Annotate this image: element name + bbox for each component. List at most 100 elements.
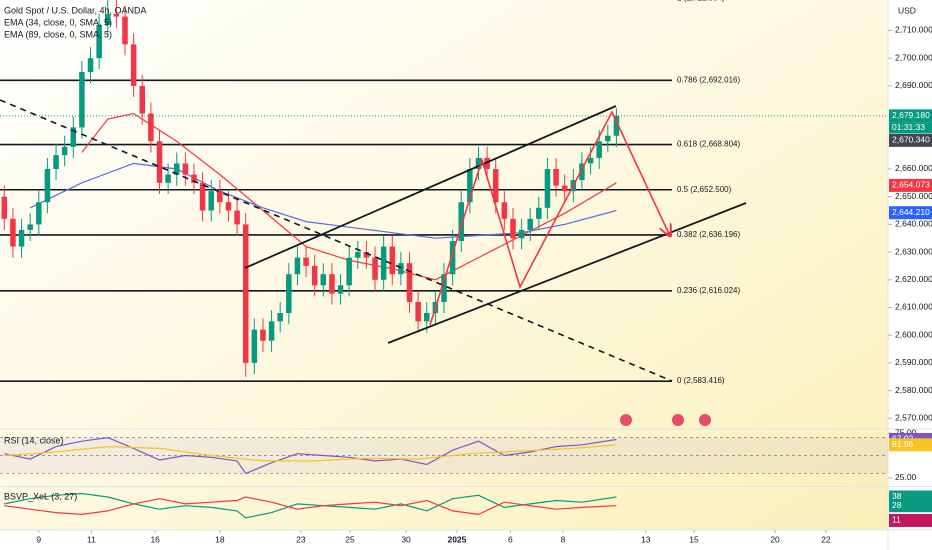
candle-body bbox=[199, 182, 206, 211]
candle-body bbox=[596, 141, 602, 158]
candle-body bbox=[303, 257, 309, 266]
y-tick-label: 2,590.000 bbox=[895, 357, 932, 367]
candle-body bbox=[173, 163, 180, 175]
candle-body bbox=[389, 246, 396, 275]
x-tick-label: 25 bbox=[345, 534, 355, 544]
price-tag bbox=[889, 109, 932, 123]
drawings bbox=[0, 99, 747, 426]
candle-body bbox=[27, 224, 33, 230]
x-tick-label: 8 bbox=[561, 534, 566, 544]
marks bbox=[0, 0, 888, 519]
candle-body bbox=[18, 229, 25, 247]
candle-body bbox=[130, 44, 137, 86]
candle-body bbox=[449, 241, 456, 275]
candle-body bbox=[70, 127, 77, 147]
price-tag-label: 2,670.340 bbox=[892, 135, 930, 145]
candle-body bbox=[320, 274, 327, 286]
series-line bbox=[4, 436, 617, 475]
candle-body bbox=[286, 274, 292, 314]
candle-body bbox=[225, 202, 232, 211]
candle-body bbox=[613, 115, 620, 136]
candle-body bbox=[518, 229, 525, 239]
price-tag bbox=[889, 206, 932, 220]
y-tick-label: 2,600.000 bbox=[895, 329, 932, 339]
fib-label: 1 (2,721.564) bbox=[677, 0, 725, 3]
candle-body bbox=[458, 202, 465, 242]
legend-entry: EMA (34, close, 0, SMA, 5) bbox=[4, 17, 112, 27]
candle-body bbox=[165, 174, 171, 183]
candle-body bbox=[441, 274, 447, 302]
price-axis bbox=[888, 0, 932, 550]
price-tag-label: 11 bbox=[892, 515, 901, 525]
event-icon[interactable] bbox=[672, 414, 684, 426]
y-tick-label: 2,580.000 bbox=[895, 385, 932, 395]
legend-entry: EMA (89, close, 0, SMA, 5) bbox=[4, 29, 112, 39]
candle-body bbox=[406, 263, 413, 302]
candle-body bbox=[346, 257, 352, 286]
price-tag bbox=[889, 513, 932, 527]
y-tick-label: 2,630.000 bbox=[895, 246, 932, 256]
countdown-box bbox=[889, 122, 932, 134]
price-tag-label: 61.96 bbox=[892, 439, 914, 449]
candle-body bbox=[605, 135, 611, 142]
candle-body bbox=[311, 265, 318, 286]
x-tick-label: 2025 bbox=[447, 534, 466, 544]
candle-body bbox=[492, 168, 499, 203]
symbol-title: Gold Spot / U.S. Dollar, 4h, OANDA bbox=[4, 5, 147, 15]
candle-body bbox=[415, 301, 421, 322]
candle-body bbox=[423, 313, 430, 322]
price-tag bbox=[889, 499, 932, 513]
candle-body bbox=[105, 13, 111, 25]
candle-body bbox=[148, 113, 154, 142]
y-tick-label: 2,690.000 bbox=[895, 80, 932, 90]
candle-body bbox=[113, 13, 120, 17]
candle-body bbox=[475, 157, 482, 169]
candle-body bbox=[398, 263, 404, 275]
candle-body bbox=[251, 329, 258, 363]
candle-body bbox=[561, 185, 568, 192]
candle-body bbox=[587, 157, 594, 164]
rsi-title: RSI (14, close) bbox=[4, 435, 64, 445]
candle-body bbox=[87, 58, 94, 73]
candle-body bbox=[553, 168, 559, 186]
x-tick-label: 30 bbox=[401, 534, 411, 544]
candle-body bbox=[61, 146, 68, 156]
x-tick-label: 16 bbox=[150, 534, 160, 544]
y-tick-label: 2,710.000 bbox=[895, 25, 932, 35]
y-tick-label: 2,610.000 bbox=[895, 302, 932, 312]
price-tag-label: 2,654.073 bbox=[892, 180, 930, 190]
candle-body bbox=[527, 218, 533, 230]
countdown: 01:31:33 bbox=[892, 122, 925, 132]
candle-body bbox=[544, 168, 551, 208]
candle-body bbox=[1, 196, 8, 219]
candle-body bbox=[36, 202, 42, 225]
x-tick-label: 22 bbox=[821, 534, 831, 544]
y-tick-label: 2,700.000 bbox=[895, 52, 932, 62]
fib-label: 0.382 (2,636.196) bbox=[677, 230, 740, 239]
event-icon[interactable] bbox=[620, 414, 632, 426]
candle-body bbox=[182, 163, 189, 175]
fib-label: 0.5 (2,652.500) bbox=[677, 185, 732, 194]
y-tick-label: 2,660.000 bbox=[895, 163, 932, 173]
candle-body bbox=[277, 313, 283, 322]
candle-body bbox=[510, 218, 516, 239]
x-tick-label: 20 bbox=[770, 534, 780, 544]
candle-body bbox=[294, 257, 301, 275]
candle-body bbox=[139, 85, 146, 114]
candle-body bbox=[10, 218, 16, 247]
candle-body bbox=[536, 207, 542, 219]
projection-path bbox=[429, 110, 670, 326]
candle-body bbox=[234, 210, 240, 225]
candle-body bbox=[337, 285, 344, 294]
x-tick-label: 15 bbox=[689, 534, 699, 544]
dashed-trendline bbox=[0, 99, 673, 382]
candle-body bbox=[44, 168, 51, 203]
fib-label: 0.236 (2,616.024) bbox=[677, 286, 740, 295]
candle-body bbox=[355, 252, 361, 258]
price-tag-label: 28 bbox=[892, 500, 902, 510]
channel-lower bbox=[387, 202, 747, 344]
candle-body bbox=[329, 274, 335, 294]
event-icon[interactable] bbox=[699, 414, 711, 426]
series-line bbox=[4, 492, 617, 519]
